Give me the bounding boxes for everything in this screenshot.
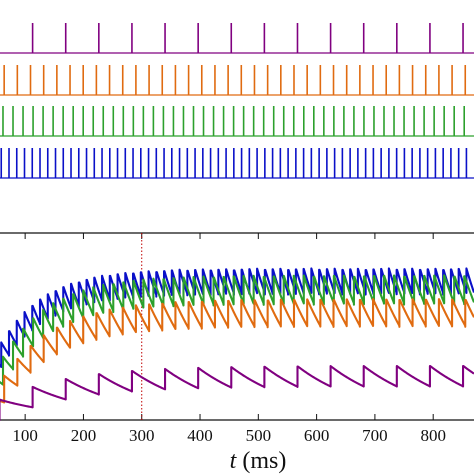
response-curve-4 [0,365,474,421]
x-axis-label: t (ms) [230,448,287,474]
spike-train-3 [0,106,474,137]
x-tick-label: 700 [362,426,388,445]
x-tick-label: 600 [304,426,330,445]
x-axis-label-variable: t [230,448,238,474]
response-curve-2 [0,274,474,386]
x-axis-label-unit: (ms) [236,448,286,474]
x-axis-ticks [24,233,434,420]
x-tick-label: 400 [187,426,213,445]
spike-train-2 [0,65,474,96]
x-tick-label: 200 [71,426,97,445]
spike-train-1 [0,23,474,54]
response-curve-3 [0,298,474,404]
spike-raster-panel [0,23,474,179]
spike-train-4 [0,148,474,179]
response-panel: 100 200 300 400 500 600 700 800 t (ms) [0,232,474,474]
x-axis-tick-labels: 100 200 300 400 500 600 700 800 [12,426,446,445]
x-tick-label: 500 [246,426,272,445]
x-tick-label: 100 [12,426,38,445]
x-tick-label: 300 [129,426,155,445]
response-curves [0,267,474,421]
x-tick-label: 800 [420,426,446,445]
